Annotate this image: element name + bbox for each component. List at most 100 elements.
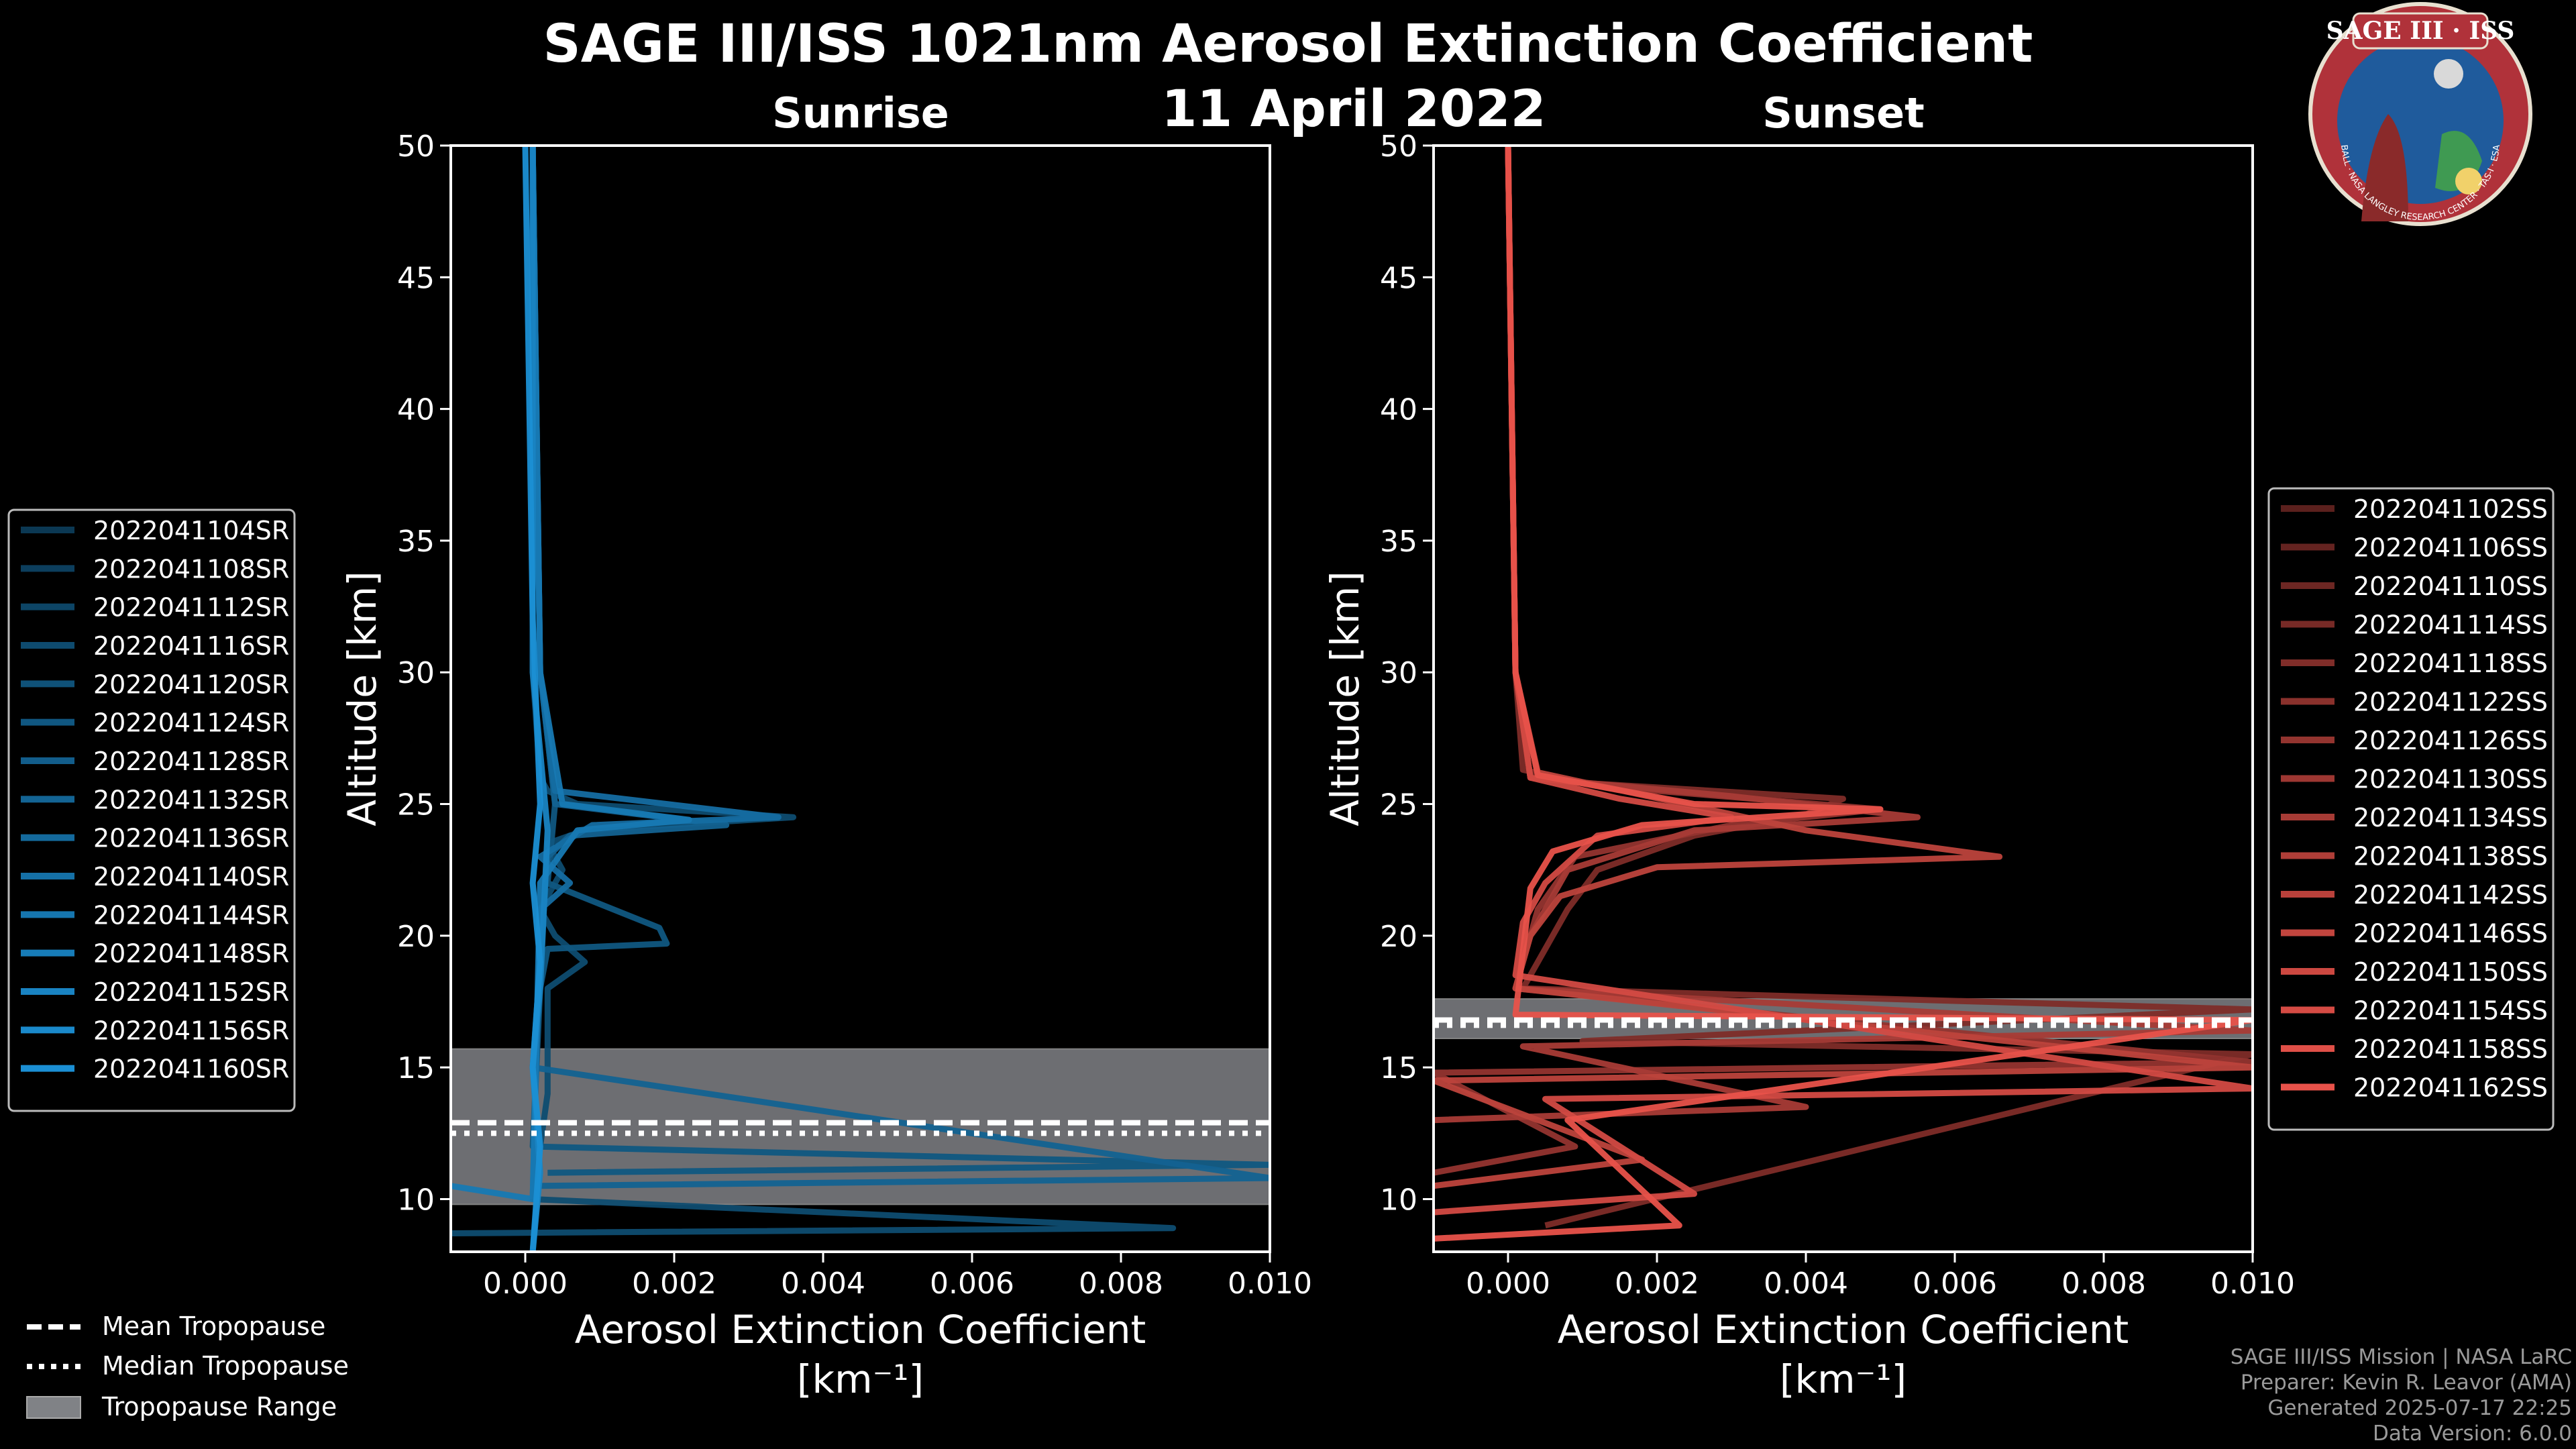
credits-mission: SAGE III/ISS Mission | NASA LaRC (2230, 1345, 2572, 1369)
sunrise-ytick-label: 40 (397, 393, 435, 427)
sunset-series-line (1434, 146, 2253, 1242)
mean-tropopause-label: Mean Tropopause (102, 1311, 325, 1341)
sunset-ytick-label: 40 (1380, 393, 1417, 427)
sunrise-ytick-label: 30 (397, 656, 435, 690)
sunrise-ytick-label: 35 (397, 525, 435, 559)
sunset-ytick-label: 35 (1380, 525, 1417, 559)
sunset-legend-frame (2267, 487, 2555, 1131)
sunset-ytick-label: 45 (1380, 261, 1417, 295)
sunset-xtick-label: 0.006 (1913, 1267, 1997, 1301)
sunrise-ytick-label: 10 (397, 1183, 435, 1217)
sunrise-series-line (451, 146, 692, 1202)
credits-preparer: Preparer: Kevin R. Leavor (AMA) (2240, 1371, 2572, 1395)
logo-text: SAGE III · ISS (2326, 17, 2515, 45)
sage-iss-logo: SAGE III · ISS BALL · NASA LANGLEY RESEA… (2308, 2, 2532, 226)
sunrise-series-line (522, 146, 543, 1252)
sunrise-legend-label: 2022041120SR (93, 669, 289, 699)
sunset-legend-label: 2022041158SS (2353, 1034, 2548, 1064)
tropopause-legend: Mean Tropopause Median Tropopause Tropop… (26, 1311, 349, 1421)
sunset-xtick-label: 0.004 (1764, 1267, 1848, 1301)
sunrise-legend-label: 2022041128SR (93, 747, 289, 776)
sunset-legend-label: 2022041154SS (2353, 996, 2548, 1026)
sunrise-legend-frame (7, 508, 296, 1112)
sunset-plot-frame (1432, 144, 2254, 1253)
logo-moon (2434, 59, 2463, 89)
sunrise-panel-title: Sunrise (772, 89, 949, 138)
sunrise-xtick-label: 0.008 (1079, 1267, 1163, 1301)
date-subtitle: 11 April 2022 (1161, 78, 1546, 138)
sunset-panel-title: Sunset (1762, 89, 1925, 138)
sunrise-xaxis-unit: [km⁻¹] (797, 1356, 924, 1402)
sunset-legend-label: 2022041110SS (2353, 572, 2548, 601)
tropopause-range-label: Tropopause Range (101, 1392, 337, 1421)
sunrise-ytick-label: 15 (397, 1051, 435, 1085)
sunrise-legend-label: 2022041136SR (93, 824, 289, 853)
sunrise-ytick-label: 25 (397, 788, 435, 822)
sunset-legend-label: 2022041106SS (2353, 533, 2548, 563)
sunset-ytick-label: 30 (1380, 656, 1417, 690)
sunrise-series-line (529, 146, 1270, 1176)
sunset-legend-label: 2022041162SS (2353, 1073, 2548, 1103)
sunrise-legend-label: 2022041124SR (93, 708, 289, 738)
sunset-legend-label: 2022041146SS (2353, 919, 2548, 949)
sunset-legend-label: 2022041142SS (2353, 880, 2548, 910)
sunrise-legend-label: 2022041108SR (93, 554, 289, 584)
sunrise-legend-label: 2022041160SR (93, 1055, 289, 1084)
sunset-legend-label: 2022041114SS (2353, 610, 2548, 640)
median-tropopause-label: Median Tropopause (102, 1351, 349, 1381)
sunset-legend-label: 2022041130SS (2353, 765, 2548, 794)
sunset-ytick-label: 50 (1380, 129, 1417, 164)
logo-sun (2455, 168, 2482, 195)
sunrise-xtick-label: 0.002 (632, 1267, 716, 1301)
sunset-ytick-label: 25 (1380, 788, 1417, 822)
sunset-legend-label: 2022041134SS (2353, 803, 2548, 833)
sunrise-plot-frame (449, 144, 1271, 1253)
sunset-series-group (1434, 146, 2253, 1242)
sunrise-ytick-label: 50 (397, 129, 435, 164)
sunrise-legend-label: 2022041148SR (93, 939, 289, 969)
logo-banner (2352, 12, 2489, 50)
sunset-legend-label: 2022041118SS (2353, 649, 2548, 678)
sunset-series-line (1434, 146, 2253, 1216)
sunset-panel: 10 15 20 25 30 35 40 45 50 0.000 0.002 0.004 0.006 0.… (1322, 129, 2555, 1402)
sunset-legend-label: 2022041126SS (2353, 726, 2548, 755)
sunrise-series-line (529, 146, 782, 1199)
sunrise-legend-label: 2022041152SR (93, 977, 289, 1007)
sunrise-series-line (529, 146, 1270, 1189)
sunset-legend-label: 2022041138SS (2353, 842, 2548, 871)
sunrise-xtick-label: 0.000 (483, 1267, 568, 1301)
sunset-xaxis-unit: [km⁻¹] (1780, 1356, 1907, 1402)
credits-version: Data Version: 6.0.0 (2372, 1421, 2572, 1446)
sunset-yaxis-label: Altitude [km] (1322, 571, 1368, 826)
sunrise-yaxis-label: Altitude [km] (339, 571, 385, 826)
sunrise-legend-label: 2022041144SR (93, 900, 289, 930)
sunset-xtick-label: 0.008 (2061, 1267, 2146, 1301)
sunset-xtick-label: 0.002 (1615, 1267, 1699, 1301)
credits-generated: Generated 2025-07-17 22:25 (2267, 1396, 2572, 1420)
sunrise-series-group (451, 146, 1270, 1252)
sunset-series-line (1434, 146, 2253, 1124)
sunrise-xtick-label: 0.010 (1228, 1267, 1312, 1301)
sunrise-legend-label: 2022041132SR (93, 785, 289, 814)
sunrise-xtick-label: 0.004 (781, 1267, 865, 1301)
sunrise-xaxis-label: Aerosol Extinction Coefficient (575, 1307, 1146, 1352)
sunset-xtick-label: 0.000 (1466, 1267, 1550, 1301)
sunset-ytick-label: 15 (1380, 1051, 1417, 1085)
sunset-legend-label: 2022041150SS (2353, 957, 2548, 987)
sunset-ytick-label: 10 (1380, 1183, 1417, 1217)
sunrise-legend-label: 2022041116SR (93, 631, 289, 661)
sunrise-legend-label: 2022041112SR (93, 593, 289, 623)
tropopause-range-swatch (26, 1396, 81, 1419)
sunrise-ytick-label: 20 (397, 920, 435, 954)
main-title: SAGE III/ISS 1021nm Aerosol Extinction C… (543, 14, 2033, 74)
sunset-xaxis-label: Aerosol Extinction Coefficient (1558, 1307, 2129, 1352)
sunset-legend-label: 2022041122SS (2353, 688, 2548, 717)
sunset-legend-label: 2022041102SS (2353, 494, 2548, 524)
sunset-ytick-label: 20 (1380, 920, 1417, 954)
sunrise-legend: 2022041104SR 2022041108SR 2022041112SR 2022… (7, 508, 296, 1112)
sunset-xtick-label: 0.010 (2210, 1267, 2295, 1301)
sunrise-legend-label: 2022041156SR (93, 1016, 289, 1045)
sunrise-ytick-label: 45 (397, 261, 435, 295)
sunrise-legend-label: 2022041140SR (93, 862, 289, 892)
